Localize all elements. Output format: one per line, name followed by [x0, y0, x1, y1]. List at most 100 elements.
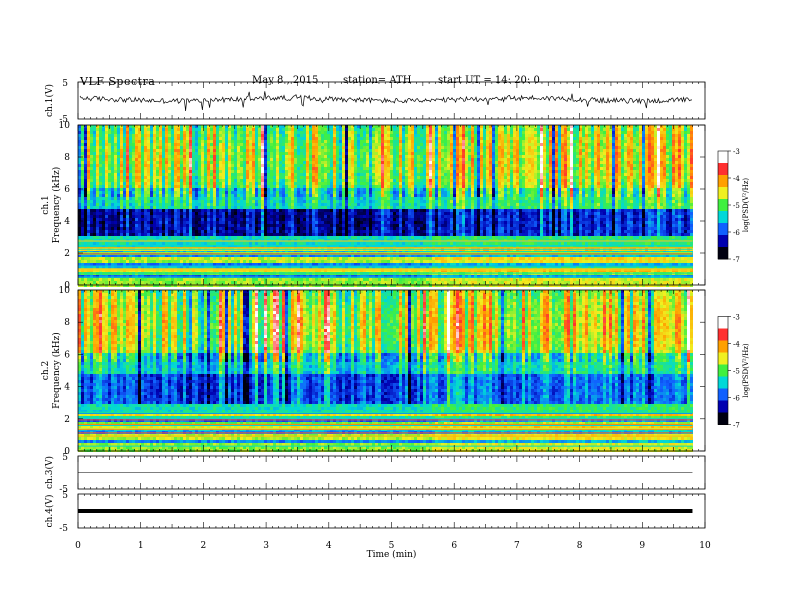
spectrogram-cell — [225, 203, 228, 206]
spectrogram-cell — [141, 158, 144, 161]
spectrogram-cell — [84, 125, 87, 128]
spectrogram-cell — [105, 278, 108, 281]
spectrogram-cell — [234, 173, 237, 176]
spectrogram-cell — [339, 236, 342, 239]
spectrogram-cell — [141, 233, 144, 236]
spectrogram-cell — [87, 167, 90, 170]
spectrogram-cell — [222, 137, 225, 140]
spectrogram-cell — [270, 167, 273, 170]
spectrogram-cell — [81, 227, 84, 230]
spectrogram-cell — [180, 227, 183, 230]
spectrogram-cell — [333, 194, 336, 197]
spectrogram-cell — [318, 146, 321, 149]
spectrogram-cell — [342, 149, 345, 152]
spectrogram-cell — [189, 245, 192, 248]
spectrogram-cell — [318, 161, 321, 164]
spectrogram-cell — [207, 284, 210, 287]
spectrogram-cell — [297, 221, 300, 224]
spectrogram-cell — [111, 161, 114, 164]
spectrogram-cell — [282, 203, 285, 206]
spectrogram-cell — [117, 191, 120, 194]
spectrogram-cell — [135, 128, 138, 131]
spectrogram-cell — [327, 257, 330, 260]
spectrogram-cell — [264, 242, 267, 245]
spectrogram-cell — [321, 218, 324, 221]
spectrogram-cell — [174, 263, 177, 266]
spectrogram-cell — [312, 212, 315, 215]
spectrogram-cell — [306, 242, 309, 245]
spectrogram-cell — [198, 224, 201, 227]
spectrogram-cell — [318, 125, 321, 128]
spectrogram-cell — [261, 203, 264, 206]
spectrogram-cell — [330, 236, 333, 239]
spectrogram-cell — [99, 221, 102, 224]
spectrogram-cell — [132, 266, 135, 269]
spectrogram-cell — [324, 233, 327, 236]
spectrogram-cell — [129, 188, 132, 191]
spectrogram-cell — [204, 125, 207, 128]
spectrogram-cell — [78, 278, 81, 281]
spectrogram-cell — [129, 260, 132, 263]
spectrogram-cell — [330, 209, 333, 212]
spectrogram-cell — [279, 167, 282, 170]
spectrogram-cell — [84, 170, 87, 173]
spectrogram-cell — [216, 254, 219, 257]
spectrogram-cell — [225, 146, 228, 149]
spectrogram-cell — [90, 143, 93, 146]
spectrogram-cell — [255, 131, 258, 134]
spectrogram-cell — [213, 218, 216, 221]
spectrogram-cell — [306, 254, 309, 257]
spectrogram-cell — [234, 224, 237, 227]
spectrogram-cell — [153, 134, 156, 137]
spectrogram-cell — [132, 191, 135, 194]
spectrogram-cell — [117, 221, 120, 224]
spectrogram-cell — [90, 275, 93, 278]
spectrogram-cell — [78, 179, 81, 182]
spectrogram-cell — [171, 245, 174, 248]
spectrogram-cell — [141, 254, 144, 257]
spectrogram-cell — [234, 257, 237, 260]
spectrogram-cell — [264, 260, 267, 263]
spectrogram-cell — [330, 254, 333, 257]
spectrogram-cell — [141, 152, 144, 155]
spectrogram-cell — [165, 164, 168, 167]
spectrogram-cell — [99, 176, 102, 179]
spectrogram-cell — [138, 275, 141, 278]
spectrogram-cell — [165, 191, 168, 194]
spectrogram-cell — [147, 197, 150, 200]
spectrogram-cell — [255, 155, 258, 158]
spectrogram-cell — [294, 185, 297, 188]
spectrogram-cell — [288, 206, 291, 209]
spectrogram-cell — [324, 236, 327, 239]
spectrogram-cell — [114, 185, 117, 188]
spectrogram-cell — [135, 164, 138, 167]
spectrogram-cell — [171, 239, 174, 242]
spectrogram-cell — [132, 254, 135, 257]
spectrogram-cell — [168, 236, 171, 239]
spectrogram-cell — [96, 215, 99, 218]
spectrogram-cell — [201, 134, 204, 137]
spectrogram-cell — [186, 218, 189, 221]
spectrogram-cell — [321, 197, 324, 200]
spectrogram-cell — [174, 230, 177, 233]
spectrogram-cell — [96, 191, 99, 194]
spectrogram-cell — [144, 137, 147, 140]
spectrogram-cell — [108, 230, 111, 233]
spectrogram-cell — [291, 179, 294, 182]
spectrogram-cell — [327, 239, 330, 242]
spectrogram-cell — [273, 203, 276, 206]
spectrogram-cell — [264, 170, 267, 173]
spectrogram-cell — [144, 218, 147, 221]
spectrogram-cell — [171, 134, 174, 137]
spectrogram-cell — [153, 125, 156, 128]
spectrogram-cell — [306, 218, 309, 221]
spectrogram-cell — [216, 209, 219, 212]
spectrogram-cell — [279, 128, 282, 131]
spectrogram-cell — [333, 173, 336, 176]
spectrogram-cell — [315, 254, 318, 257]
spectrogram-cell — [255, 233, 258, 236]
spectrogram-cell — [264, 140, 267, 143]
spectrogram-cell — [204, 209, 207, 212]
spectrogram-cell — [231, 236, 234, 239]
spectrogram-cell — [324, 284, 327, 287]
